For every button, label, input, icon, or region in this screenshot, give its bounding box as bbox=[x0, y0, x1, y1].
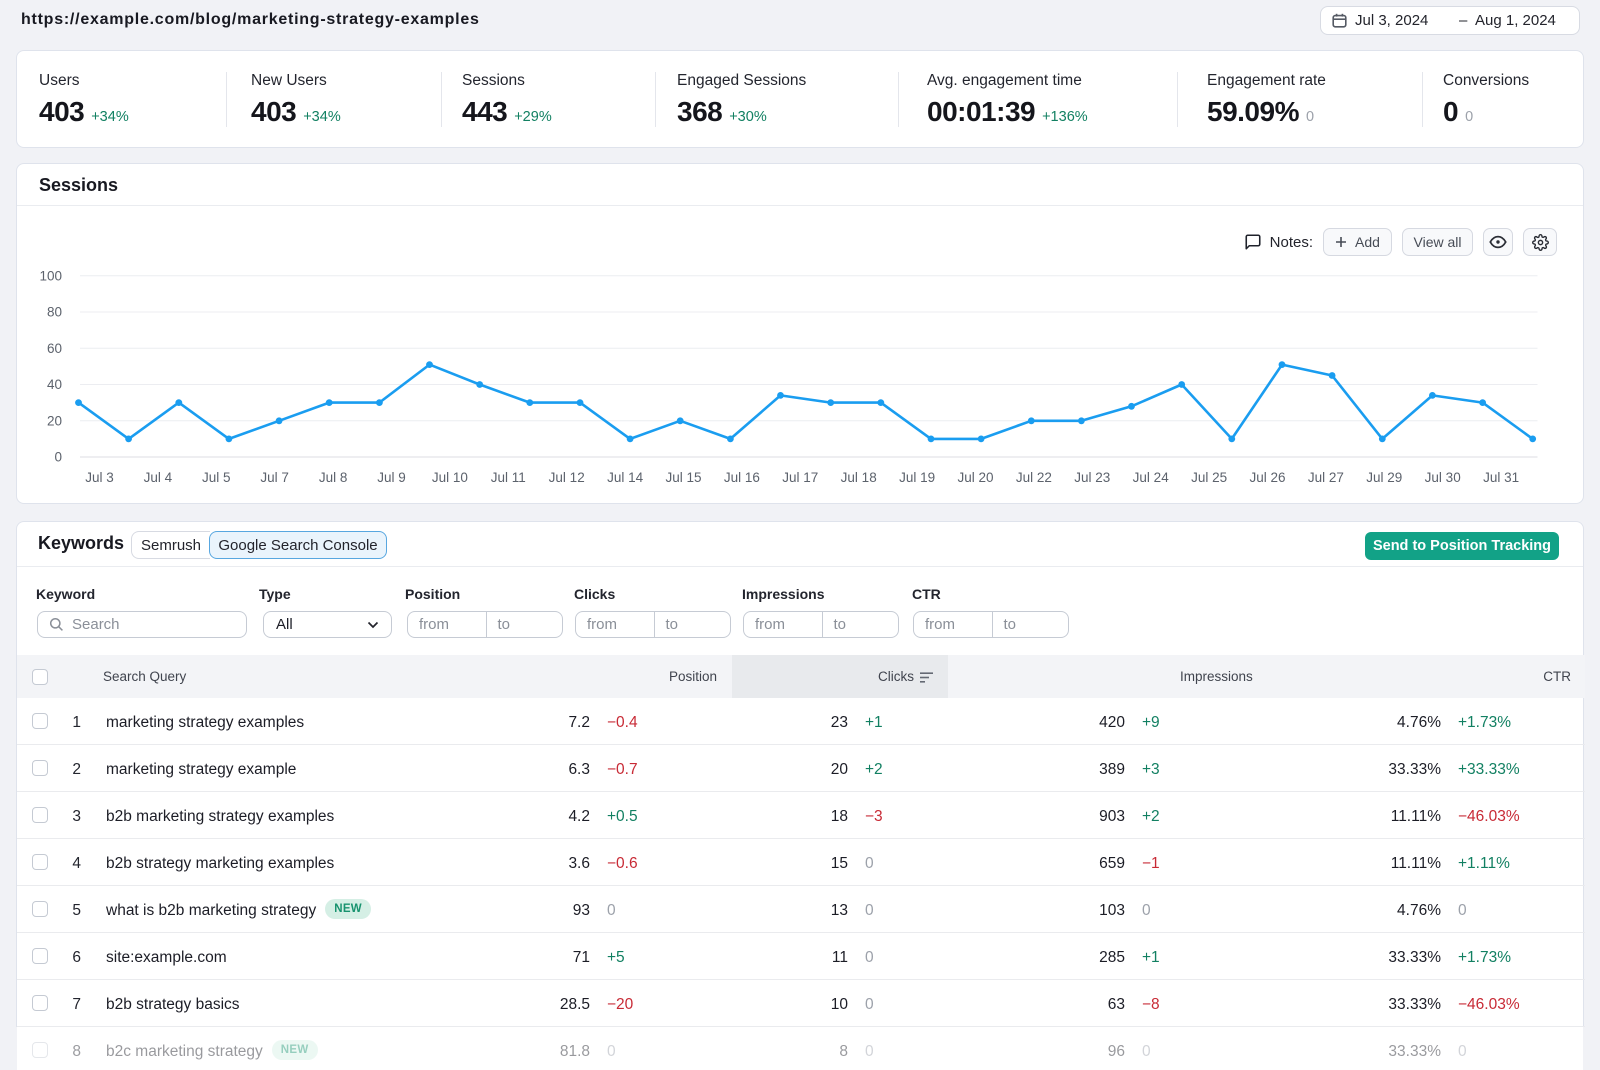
svg-text:Jul 25: Jul 25 bbox=[1191, 470, 1227, 485]
svg-text:Jul 27: Jul 27 bbox=[1308, 470, 1344, 485]
svg-text:100: 100 bbox=[39, 268, 62, 283]
svg-text:Jul 17: Jul 17 bbox=[782, 470, 818, 485]
svg-text:Jul 12: Jul 12 bbox=[549, 470, 585, 485]
svg-text:Jul 30: Jul 30 bbox=[1425, 470, 1461, 485]
svg-text:Jul 29: Jul 29 bbox=[1366, 470, 1402, 485]
svg-text:60: 60 bbox=[47, 341, 62, 356]
svg-text:80: 80 bbox=[47, 305, 62, 320]
svg-text:Jul 14: Jul 14 bbox=[607, 470, 644, 485]
svg-text:Jul 15: Jul 15 bbox=[665, 470, 701, 485]
svg-text:Jul 7: Jul 7 bbox=[260, 470, 289, 485]
svg-text:Jul 16: Jul 16 bbox=[724, 470, 760, 485]
svg-text:Jul 10: Jul 10 bbox=[432, 470, 468, 485]
svg-text:Jul 22: Jul 22 bbox=[1016, 470, 1052, 485]
svg-text:Jul 24: Jul 24 bbox=[1133, 470, 1170, 485]
svg-text:Jul 26: Jul 26 bbox=[1249, 470, 1285, 485]
svg-text:0: 0 bbox=[54, 450, 62, 465]
svg-text:Jul 5: Jul 5 bbox=[202, 470, 231, 485]
svg-text:Jul 3: Jul 3 bbox=[85, 470, 114, 485]
svg-text:Jul 20: Jul 20 bbox=[957, 470, 993, 485]
svg-text:Jul 9: Jul 9 bbox=[377, 470, 406, 485]
svg-text:20: 20 bbox=[47, 413, 62, 428]
svg-text:Jul 31: Jul 31 bbox=[1483, 470, 1519, 485]
svg-text:Jul 23: Jul 23 bbox=[1074, 470, 1110, 485]
svg-text:Jul 19: Jul 19 bbox=[899, 470, 935, 485]
svg-text:Jul 11: Jul 11 bbox=[491, 470, 526, 485]
svg-text:Jul 4: Jul 4 bbox=[144, 470, 173, 485]
svg-text:40: 40 bbox=[47, 377, 62, 392]
svg-text:Jul 8: Jul 8 bbox=[319, 470, 348, 485]
svg-text:Jul 18: Jul 18 bbox=[841, 470, 877, 485]
